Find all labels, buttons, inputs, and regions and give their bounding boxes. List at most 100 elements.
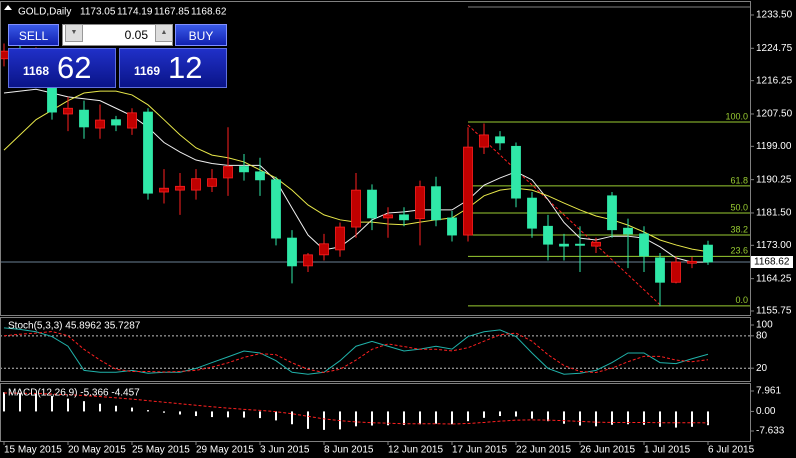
bid-box[interactable]: 1168 62: [8, 48, 116, 88]
histogram-bar: [291, 411, 293, 425]
histogram-bar: [259, 411, 261, 419]
stoch-line: [3, 330, 709, 374]
y-tick-label: 1233.50: [756, 10, 793, 21]
candle-body: [591, 241, 601, 247]
candle-body: [271, 179, 281, 239]
candle-body: [159, 187, 169, 193]
histogram-bar: [147, 410, 149, 412]
candle-body: [175, 185, 185, 191]
histogram-bar: [691, 411, 693, 427]
y-tick-label: 100: [756, 320, 773, 331]
candle-body: [47, 87, 57, 113]
symbol: GOLD,Daily: [18, 7, 71, 18]
candle-body: [511, 145, 521, 199]
histogram-bar: [531, 411, 533, 419]
histogram-bar: [499, 411, 501, 417]
histogram-bar: [371, 411, 373, 426]
header-close: 1168.62: [191, 7, 227, 18]
histogram-bar: [563, 411, 565, 424]
histogram-bar: [611, 411, 613, 425]
x-tick-label: 25 May 2015: [132, 445, 190, 456]
candle-body: [543, 225, 553, 245]
sell-button[interactable]: SELL: [8, 24, 59, 46]
candle-body: [399, 214, 409, 221]
histogram-bar: [3, 392, 5, 412]
candle-body: [127, 112, 137, 129]
candle-body: [463, 146, 473, 236]
candle-body: [319, 243, 329, 256]
y-tick-label: 7.961: [756, 386, 781, 397]
histogram-bar: [435, 411, 437, 424]
axes: 1233.50 1224.75 1216.25 1207.50 1199.00 1190.…: [3, 10, 793, 456]
histogram-bar: [115, 405, 117, 412]
fibo-label: 61.8: [730, 175, 748, 185]
x-tick-label: 12 Jun 2015: [388, 445, 443, 456]
histogram-bar: [355, 411, 357, 427]
candle-body: [495, 136, 505, 144]
candle-body: [223, 166, 233, 179]
bid-label: 1168.62: [754, 257, 790, 268]
x-tick-label: 1 Jul 2015: [644, 445, 691, 456]
y-tick-label: 1181.50: [756, 208, 792, 219]
candle-body: [383, 214, 393, 219]
histogram-bar: [547, 411, 549, 422]
candle-body: [303, 254, 313, 267]
candle-body: [207, 178, 217, 187]
candle-body: [607, 195, 617, 231]
histogram-bar: [467, 411, 469, 422]
bid-pips: 62: [57, 50, 92, 85]
histogram-bar: [483, 411, 485, 418]
histogram-bar: [675, 411, 677, 428]
x-tick-label: 26 Jun 2015: [580, 445, 635, 456]
lot-up[interactable]: ▲: [155, 24, 173, 42]
y-tick-label: 1173.00: [756, 240, 792, 251]
stoch-plot: [1, 327, 750, 375]
fibo-label: 50.0: [730, 202, 748, 212]
candle-body: [255, 171, 265, 181]
candle-body: [671, 261, 681, 283]
histogram-bar: [35, 393, 37, 412]
histogram-bar: [163, 411, 165, 413]
x-tick-label: 15 May 2015: [4, 445, 62, 456]
candle-body: [367, 189, 377, 219]
histogram-bar: [323, 411, 325, 430]
candle-body: [239, 166, 249, 173]
ask-prefix: 1169: [134, 64, 161, 78]
histogram-bar: [51, 396, 53, 412]
candle-body: [447, 217, 457, 236]
histogram-bar: [19, 392, 21, 412]
y-tick-label: 1207.50: [756, 109, 793, 120]
fibo-label: 0.0: [735, 295, 748, 305]
buy-button[interactable]: BUY: [175, 24, 227, 46]
x-tick-label: 6 Jul 2015: [708, 445, 755, 456]
x-tick-label: 8 Jun 2015: [324, 445, 374, 456]
candle-body: [143, 111, 153, 194]
candle-body: [703, 244, 713, 263]
header-open: 1173.05: [80, 7, 116, 18]
lot-down[interactable]: ▼: [65, 24, 83, 42]
macd-plot: [3, 392, 709, 430]
candle-body: [63, 107, 73, 115]
main-frame: [0, 1, 751, 316]
main-plot: 100.0 61.8 50.0 38.2 23.6 0.0: [1, 6, 750, 307]
y-tick-label: 1190.25: [756, 174, 792, 185]
stoch-line: [3, 327, 709, 375]
ask-box[interactable]: 1169 12: [119, 48, 227, 88]
histogram-bar: [451, 411, 453, 425]
histogram-bar: [307, 411, 309, 429]
fibo-label: 100.0: [725, 111, 748, 121]
macd-frame: [0, 383, 751, 442]
histogram-bar: [627, 411, 629, 425]
header-high: 1174.19: [117, 7, 153, 18]
candle-body: [111, 119, 121, 126]
macd-title: MACD(12,26,9) -5.366 -4.457: [8, 388, 140, 399]
lot-input[interactable]: 0.05: [62, 24, 173, 46]
x-tick-label: 20 May 2015: [68, 445, 126, 456]
histogram-bar: [83, 401, 85, 412]
y-tick-label: 20: [756, 363, 768, 374]
bid-prefix: 1168: [23, 64, 50, 78]
candle-body: [191, 178, 201, 191]
x-tick-label: 3 Jun 2015: [260, 445, 310, 456]
